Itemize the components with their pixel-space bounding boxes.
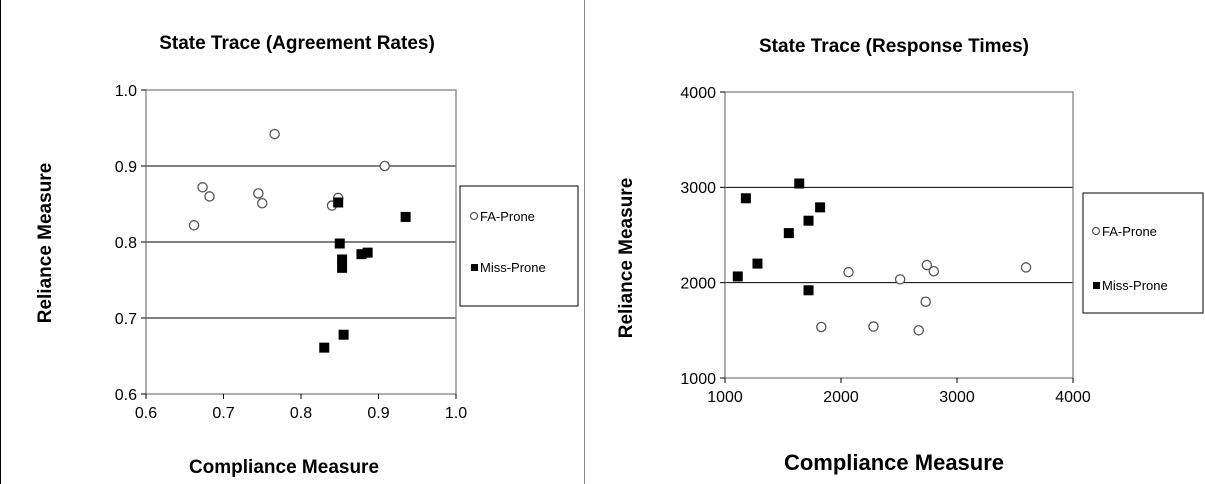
x-tick-label: 0.9 — [367, 405, 389, 422]
y-axis-title: Reliance Measure — [616, 178, 637, 339]
point-miss-prone — [803, 285, 814, 296]
point-miss-prone — [337, 262, 348, 273]
legend-marker-miss-prone — [471, 264, 478, 271]
point-miss-prone — [732, 271, 743, 282]
chart-title: State Trace (Agreement Rates) — [159, 33, 435, 54]
legend-box — [1082, 192, 1204, 314]
point-fa-prone — [1020, 262, 1032, 273]
y-tick-label: 3000 — [680, 180, 716, 197]
x-tick-label: 3000 — [939, 389, 975, 406]
point-fa-prone — [921, 259, 933, 271]
legend-label-fa-prone: FA-Prone — [480, 209, 535, 224]
chart-title: State Trace (Response Times) — [759, 36, 1029, 57]
point-miss-prone — [815, 202, 826, 213]
x-tick-label: 4000 — [1055, 389, 1091, 406]
point-fa-prone — [920, 296, 931, 307]
legend-label-miss-prone: Miss-Prone — [480, 260, 546, 275]
y-tick-label: 0.7 — [115, 311, 137, 328]
plot-border — [724, 91, 1074, 379]
point-miss-prone — [338, 329, 349, 340]
chart-agreement-rates: State Trace (Agreement Rates) Compliance… — [35, 33, 579, 478]
legend-label-fa-prone: FA-Prone — [1102, 224, 1157, 239]
chart-response-times: State Trace (Response Times) Compliance … — [616, 36, 1204, 475]
point-fa-prone — [256, 197, 268, 209]
point-miss-prone — [356, 249, 367, 260]
point-miss-prone — [794, 178, 805, 189]
point-miss-prone — [400, 211, 411, 222]
legend-marker-fa-prone — [1091, 226, 1101, 236]
point-fa-prone — [843, 266, 854, 278]
point-fa-prone — [269, 128, 280, 140]
plot-area: 0.6 0.7 0.8 0.9 1.0 0.6 0.7 0.8 0.9 1.0 — [115, 83, 467, 422]
y-tick-label: 0.6 — [115, 387, 137, 404]
point-fa-prone — [253, 188, 264, 199]
chart-panel-response-times: State Trace (Response Times) Compliance … — [588, 0, 1205, 484]
point-miss-prone — [334, 238, 345, 249]
point-fa-prone — [913, 325, 924, 336]
x-tick-label: 0.8 — [290, 405, 312, 422]
point-miss-prone — [337, 254, 348, 265]
point-miss-prone — [333, 197, 344, 208]
plot-area: 1000 2000 3000 4000 1000 2000 3000 4000 — [680, 85, 1090, 406]
legend-box — [459, 185, 579, 307]
y-tick-label: 2000 — [680, 275, 716, 292]
point-fa-prone — [197, 182, 208, 193]
point-fa-prone — [928, 265, 940, 277]
point-fa-prone — [894, 274, 906, 285]
legend-marker-miss-prone — [1093, 282, 1100, 289]
legend-marker-fa-prone — [469, 211, 479, 221]
x-tick-label: 0.6 — [135, 405, 157, 422]
x-axis-title: Compliance Measure — [784, 450, 1004, 475]
chart-panel-agreement-rates: State Trace (Agreement Rates) Compliance… — [0, 0, 585, 484]
legend: FA-Prone Miss-Prone — [459, 185, 579, 307]
y-tick-label: 1.0 — [115, 83, 137, 100]
point-miss-prone — [319, 342, 330, 353]
point-miss-prone — [362, 247, 373, 258]
point-fa-prone — [868, 321, 879, 332]
point-miss-prone — [752, 258, 763, 269]
x-tick-label: 0.7 — [212, 405, 234, 422]
y-tick-label: 0.8 — [115, 235, 137, 252]
point-fa-prone — [379, 160, 390, 172]
x-tick-label: 1000 — [707, 389, 743, 406]
x-tick-label: 1.0 — [445, 405, 467, 422]
legend-label-miss-prone: Miss-Prone — [1102, 278, 1168, 293]
point-miss-prone — [740, 193, 751, 204]
y-tick-label: 4000 — [680, 85, 716, 102]
point-miss-prone — [783, 228, 794, 239]
point-miss-prone — [803, 215, 814, 226]
legend: FA-Prone Miss-Prone — [1082, 192, 1204, 314]
y-axis-title: Reliance Measure — [35, 163, 56, 324]
y-tick-label: 1000 — [680, 371, 716, 388]
point-fa-prone — [204, 191, 215, 202]
x-axis-title: Compliance Measure — [189, 457, 379, 478]
x-tick-label: 2000 — [823, 389, 859, 406]
point-fa-prone — [816, 321, 827, 333]
y-tick-label: 0.9 — [115, 159, 137, 176]
point-fa-prone — [188, 220, 200, 231]
